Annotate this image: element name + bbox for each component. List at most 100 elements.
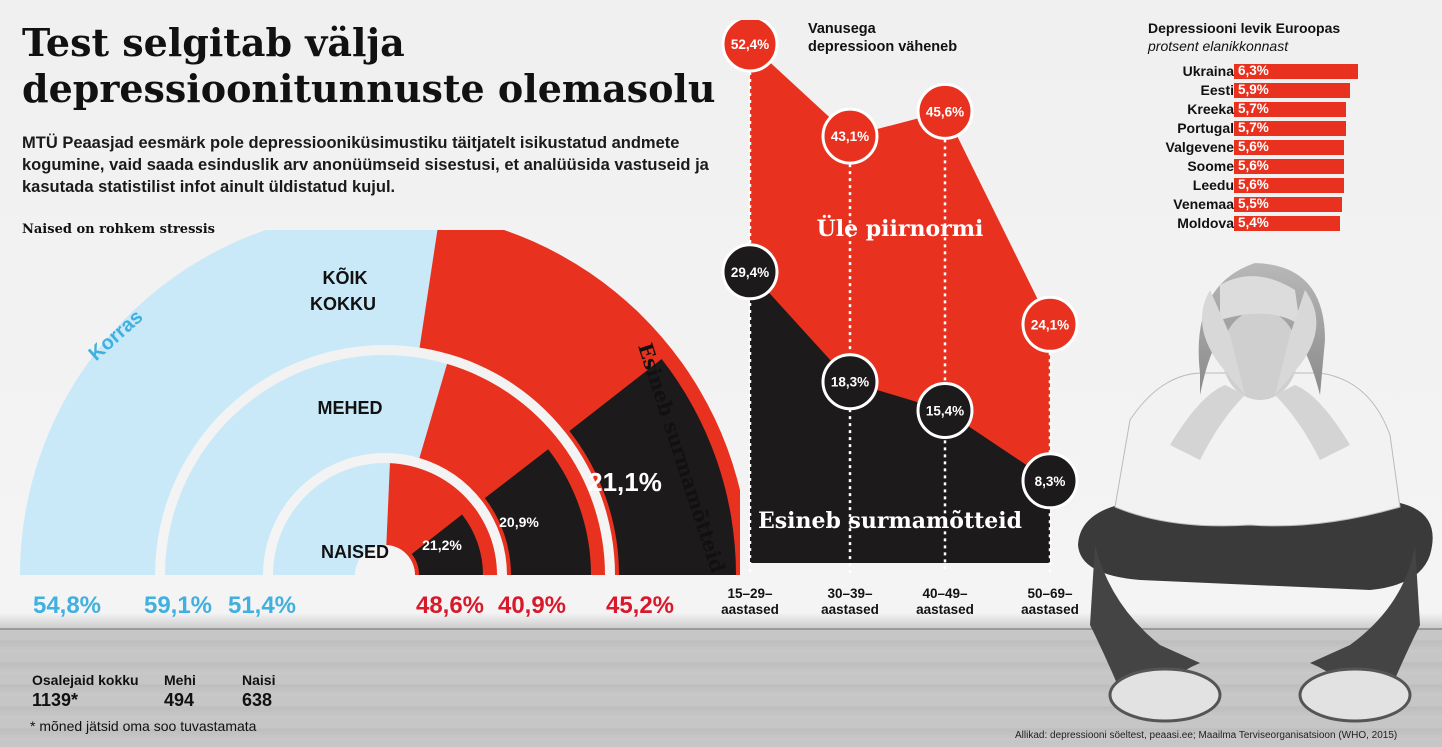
semicircle-rings-chart: 54,8% 59,1% 51,4% 48,6% 40,9% 45,2% KÕIK KOKKU M… <box>20 230 740 619</box>
women-value: 638 <box>242 690 273 710</box>
europe-bar <box>1234 178 1345 193</box>
rings-title: Naised on rohkem stressis <box>22 222 215 237</box>
europe-value-label: 5,9% <box>1238 82 1269 97</box>
label-black-1: 18,3% <box>831 375 869 390</box>
men-value: 494 <box>164 690 195 710</box>
floor-line <box>0 628 1442 630</box>
ring-korras-0 <box>20 230 438 575</box>
value-korras-naised: 51,4% <box>228 592 296 619</box>
europe-bar-row: Leedu 5,6% <box>1110 177 1440 193</box>
participants-block: Osalejaid kokku 1139* <box>32 672 162 711</box>
europe-bar <box>1234 140 1345 155</box>
europe-country-label: Eesti <box>1200 82 1234 98</box>
europe-bar <box>1234 102 1347 117</box>
age-area-chart: 52,4% 29,4% 43,1% 18,3% 45,6% 15,4% 24,1% 8,3% Ü… <box>721 20 1079 573</box>
age-category-line: aastased <box>916 602 974 617</box>
europe-bar-row: Moldova 5,4% <box>1110 215 1440 231</box>
point-red-2 <box>916 82 974 140</box>
source-note: Allikad: depressiooni söeltest, peaasi.e… <box>1015 730 1398 741</box>
series-label-surma: Esineb surmamõtteid <box>758 508 1022 534</box>
europe-value-label: 5,6% <box>1238 139 1269 154</box>
europe-bar-row: Valgevene 5,6% <box>1110 139 1440 155</box>
europe-chart-title: Depressiooni levik Euroopas <box>1148 20 1341 36</box>
europe-bar <box>1234 159 1345 174</box>
europe-chart-subtitle: protsent elanikkonnast <box>1148 38 1289 54</box>
europe-value-label: 5,6% <box>1238 158 1269 173</box>
europe-bar-row: Ukraina 6,3% <box>1110 63 1440 79</box>
men-block: Mehi 494 <box>164 672 244 711</box>
europe-value-label: 5,6% <box>1238 177 1269 192</box>
age-category-line: 50–69– <box>1027 586 1073 601</box>
label-black-2: 15,4% <box>926 403 964 418</box>
europe-country-label: Valgevene <box>1165 139 1235 155</box>
participants-value: 1139* <box>32 690 79 710</box>
series-label-yle: Üle piirnormi <box>817 214 984 242</box>
europe-country-label: Moldova <box>1177 215 1234 231</box>
title-line-2: depressioonitunnuste olemasolu <box>22 66 716 111</box>
label-red-1: 43,1% <box>831 129 869 144</box>
label-red-3: 24,1% <box>1031 317 1069 332</box>
age-category-line: 15–29– <box>727 586 773 601</box>
europe-value-label: 5,7% <box>1238 101 1269 116</box>
age-category-label: 30–39– aastased <box>805 586 895 618</box>
depressed-person-image <box>1078 263 1433 723</box>
label-naised: NAISED <box>321 542 389 562</box>
europe-bar <box>1234 64 1358 79</box>
ring-korras-1 <box>165 355 448 575</box>
age-category-label: 50–69– aastased <box>1005 586 1095 618</box>
point-red-1 <box>821 107 879 165</box>
age-category-label: 40–49– aastased <box>900 586 990 618</box>
ring-surma-1 <box>484 449 591 575</box>
ring-surma-2 <box>411 514 483 575</box>
title-line-1: Test selgitab välja <box>22 20 405 65</box>
europe-country-label: Ukraina <box>1182 63 1234 79</box>
label-black-0: 29,4% <box>731 265 769 280</box>
point-red-3 <box>1021 295 1079 353</box>
age-category-line: aastased <box>1021 602 1079 617</box>
age-category-line: 40–49– <box>922 586 968 601</box>
value-korras-kokku: 54,8% <box>33 592 101 619</box>
europe-value-label: 6,3% <box>1238 63 1269 78</box>
women-block: Naisi 638 <box>242 672 322 711</box>
point-black-2 <box>916 381 974 439</box>
label-koik: KÕIK <box>323 267 368 288</box>
women-label: Naisi <box>242 672 276 688</box>
europe-bar-row: Soome 5,6% <box>1110 158 1440 174</box>
page-title: Test selgitab välja depressioonitunnuste… <box>22 20 722 112</box>
men-label: Mehi <box>164 672 196 688</box>
value-yle-naised: 48,6% <box>416 592 484 619</box>
label-red-0: 52,4% <box>731 37 769 52</box>
point-black-1 <box>821 353 879 411</box>
footnote: * mõned jätsid oma soo tuvastamata <box>30 718 257 734</box>
label-kokku: KOKKU <box>310 294 376 314</box>
age-title-line-2: depressioon väheneb <box>808 39 958 55</box>
label-red-2: 45,6% <box>926 104 964 119</box>
value-korras-mehed: 59,1% <box>144 592 212 619</box>
point-black-3 <box>1021 452 1079 510</box>
europe-bar <box>1234 121 1347 136</box>
value-surma-mehed: 20,9% <box>499 514 539 530</box>
value-yle-kokku: 45,2% <box>606 592 674 619</box>
europe-country-label: Venemaa <box>1173 196 1234 212</box>
ring-surma-0 <box>569 358 736 575</box>
europe-country-label: Kreeka <box>1187 101 1234 117</box>
point-red-0 <box>721 20 779 73</box>
europe-bar-row: Portugal 5,7% <box>1110 120 1440 136</box>
area-surmamotteid <box>750 271 1050 563</box>
point-black-0 <box>721 243 779 301</box>
europe-country-label: Soome <box>1187 158 1234 174</box>
europe-bar <box>1234 197 1343 212</box>
europe-bar-row: Eesti 5,9% <box>1110 82 1440 98</box>
label-mehed: MEHED <box>317 398 382 418</box>
age-chart-title: Vanusega depressioon väheneb <box>808 20 957 56</box>
value-surma-kokku: 21,1% <box>588 467 662 497</box>
lead-text: MTÜ Peaasjad eesmärk pole depressioonikü… <box>22 134 709 196</box>
age-category-label: 15–29– aastased <box>705 586 795 618</box>
europe-bar <box>1234 83 1351 98</box>
europe-value-label: 5,5% <box>1238 196 1269 211</box>
europe-country-label: Leedu <box>1192 177 1234 193</box>
age-category-line: 30–39– <box>827 586 873 601</box>
label-black-3: 8,3% <box>1035 474 1066 489</box>
europe-bar-row: Kreeka 5,7% <box>1110 101 1440 117</box>
age-category-line: aastased <box>721 602 779 617</box>
